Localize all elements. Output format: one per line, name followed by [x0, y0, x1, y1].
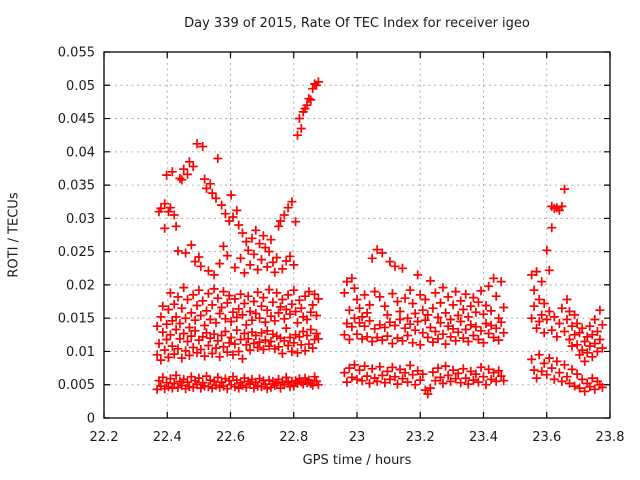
data-points: [152, 77, 607, 399]
x-tick-label: 22.6: [216, 430, 245, 445]
x-tick-label: 23.8: [596, 430, 625, 445]
x-tick-label: 22.8: [279, 430, 308, 445]
y-tick-label: 0: [87, 412, 95, 427]
y-tick-label: 0.055: [58, 46, 95, 61]
chart-title: Day 339 of 2015, Rate Of TEC Index for r…: [184, 16, 530, 31]
x-axis-title: GPS time / hours: [302, 453, 412, 468]
y-tick-label: 0.045: [58, 112, 95, 127]
grid-lines: [104, 52, 610, 418]
y-tick-label: 0.035: [58, 179, 95, 194]
y-tick-label: 0.05: [66, 79, 95, 94]
y-tick-label: 0.005: [58, 378, 95, 393]
y-tick-label: 0.02: [66, 278, 95, 293]
x-tick-label: 22.2: [90, 430, 119, 445]
x-tick-label: 23.2: [406, 430, 435, 445]
y-tick-label: 0.015: [58, 312, 95, 327]
x-tick-label: 23.6: [532, 430, 561, 445]
y-tick-label: 0.025: [58, 245, 95, 260]
x-tick-label: 23: [349, 430, 366, 445]
y-tick-label: 0.03: [66, 212, 95, 227]
x-tick-label: 23.4: [469, 430, 498, 445]
y-tick-label: 0.01: [66, 345, 95, 360]
y-tick-label: 0.04: [66, 145, 95, 160]
x-tick-label: 22.4: [153, 430, 182, 445]
plot-border: [103, 51, 611, 419]
